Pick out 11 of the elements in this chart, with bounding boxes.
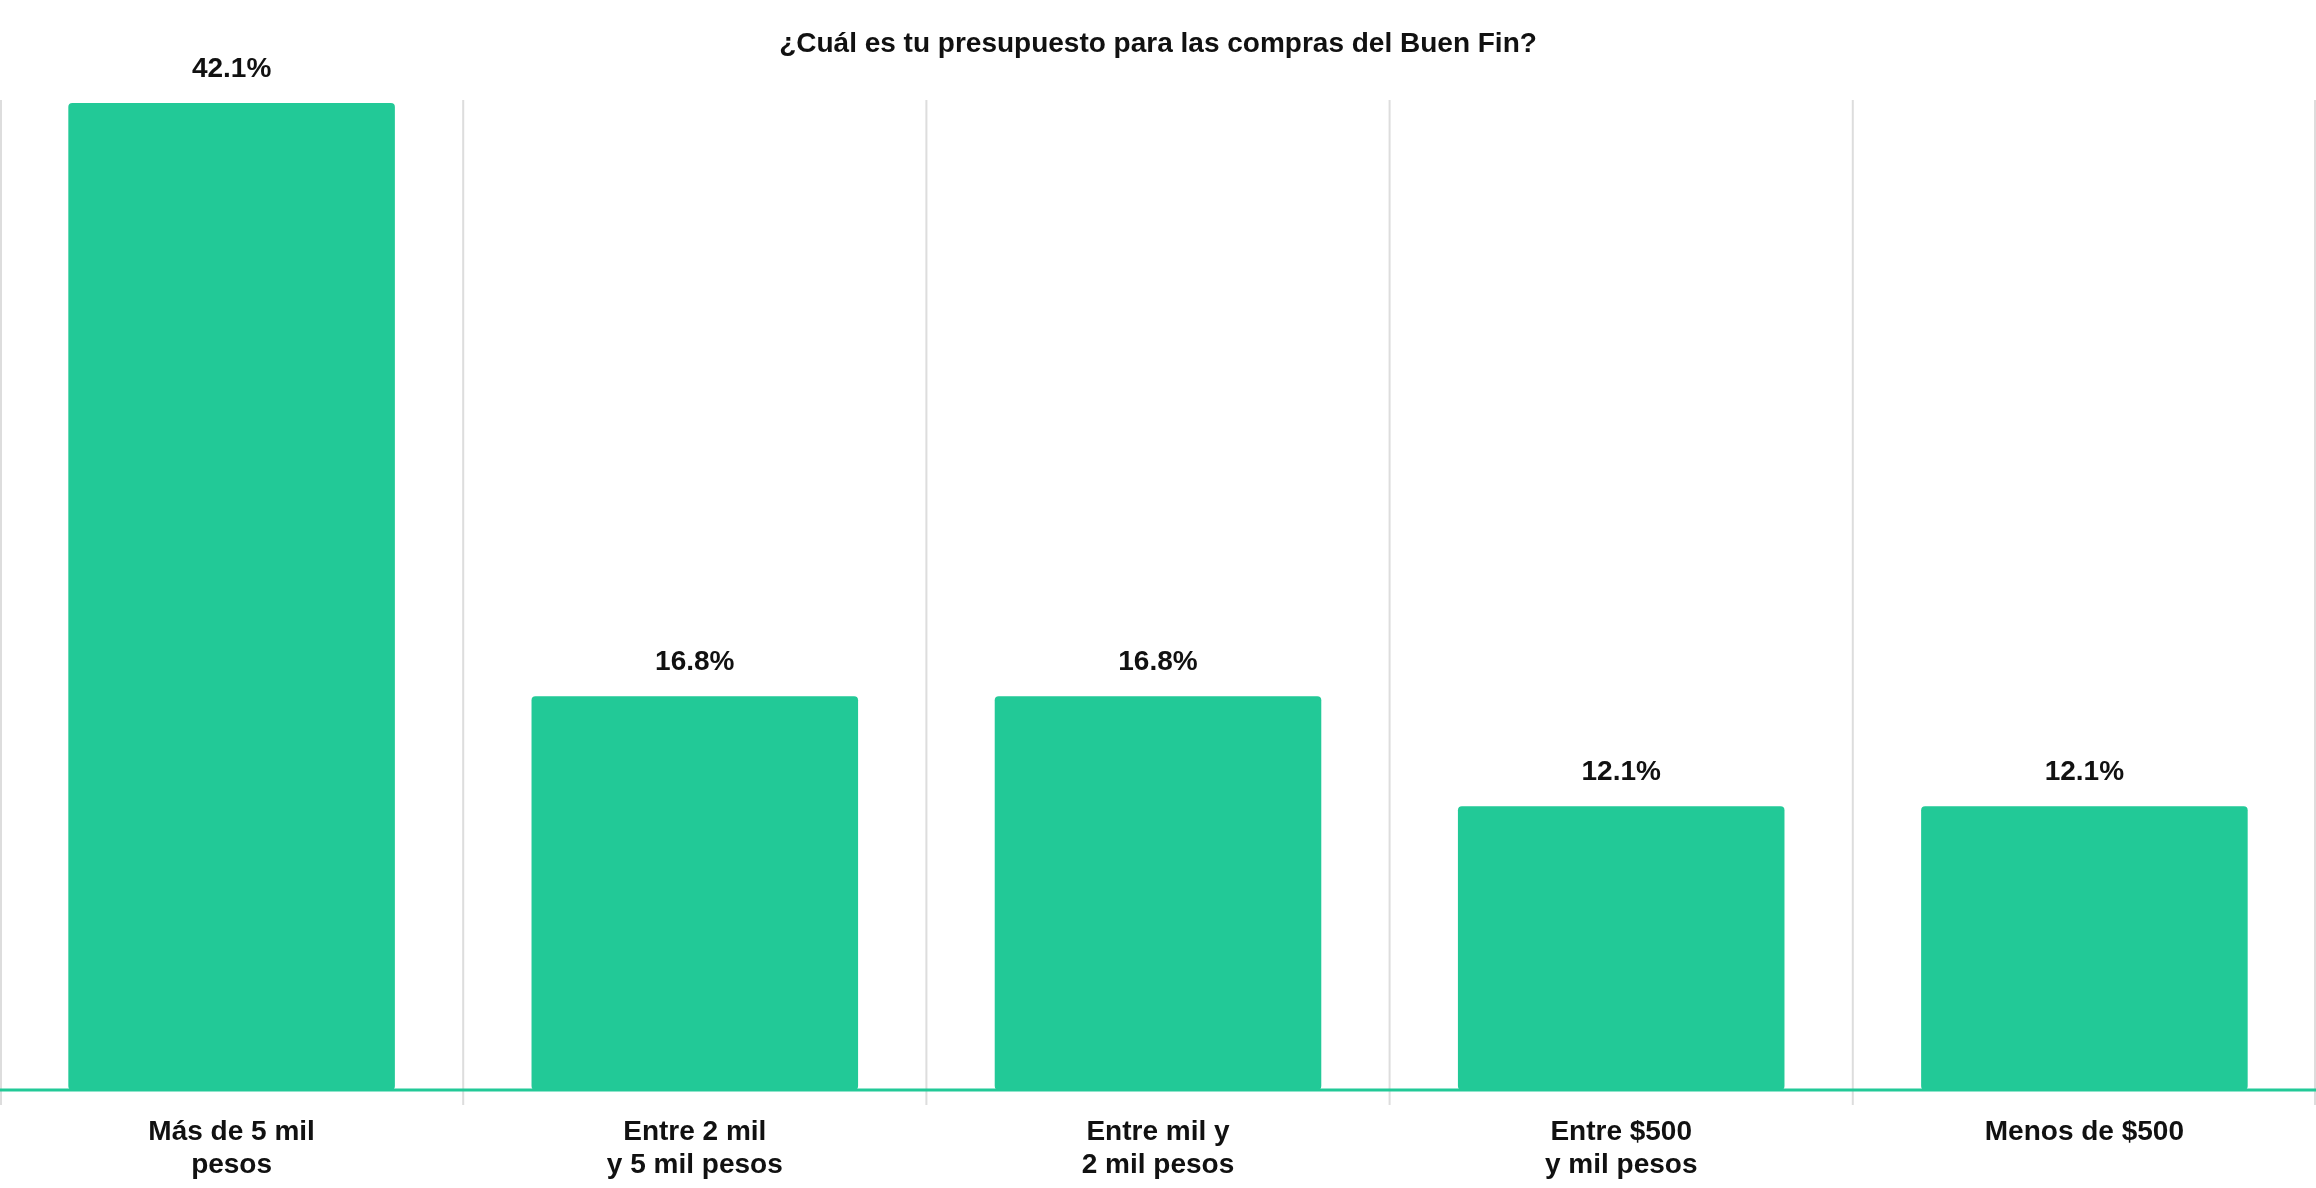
data-label: 42.1% — [191, 52, 272, 83]
data-label: 16.8% — [1118, 645, 1198, 677]
x-tick-label: Entre 2 mil y 5 mil pesos — [606, 1115, 783, 1179]
data-label: 12.1% — [1581, 755, 1661, 787]
x-tick-label: Más de 5 mil pesos — [148, 1115, 315, 1179]
x-tick-label: Entre $500 y mil pesos — [1544, 1115, 1698, 1179]
data-label: 12.1% — [2044, 755, 2125, 787]
data-label: 16.8% — [655, 645, 735, 677]
chart-title: ¿Cuál es tu presupuesto para las compras del Buen Fin? — [779, 27, 1537, 58]
x-tick-label: Menos de $500 — [1984, 1115, 2184, 1146]
x-tick-label: Entre mil y 2 mil pesos — [1081, 1115, 1235, 1179]
